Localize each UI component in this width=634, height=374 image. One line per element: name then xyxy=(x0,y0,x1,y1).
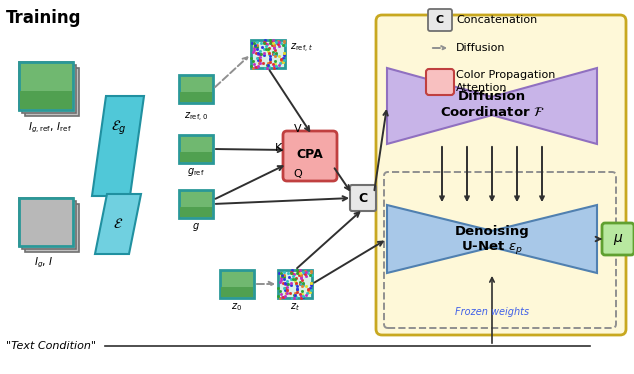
Text: $\mathcal{E}$: $\mathcal{E}$ xyxy=(113,217,123,231)
FancyBboxPatch shape xyxy=(221,286,253,297)
Text: "Text Condition": "Text Condition" xyxy=(6,341,96,351)
FancyBboxPatch shape xyxy=(278,270,312,298)
Text: Diffusion: Diffusion xyxy=(456,43,505,53)
FancyBboxPatch shape xyxy=(180,206,212,217)
FancyBboxPatch shape xyxy=(180,92,212,102)
FancyBboxPatch shape xyxy=(180,151,212,162)
Text: $I_{g,\mathrm{ref}},\,I_{\mathrm{ref}}$: $I_{g,\mathrm{ref}},\,I_{\mathrm{ref}}$ xyxy=(28,121,72,135)
Polygon shape xyxy=(92,96,144,196)
FancyBboxPatch shape xyxy=(19,62,73,110)
FancyBboxPatch shape xyxy=(25,68,79,116)
FancyBboxPatch shape xyxy=(179,135,213,163)
FancyBboxPatch shape xyxy=(179,75,213,103)
Text: $z_0$: $z_0$ xyxy=(231,301,243,313)
Text: C: C xyxy=(436,15,444,25)
FancyBboxPatch shape xyxy=(19,198,73,246)
Text: Coordinator $\mathcal{F}$: Coordinator $\mathcal{F}$ xyxy=(439,105,545,119)
FancyBboxPatch shape xyxy=(426,69,454,95)
FancyBboxPatch shape xyxy=(220,270,254,298)
FancyBboxPatch shape xyxy=(350,185,376,211)
Text: $I_g,\,I$: $I_g,\,I$ xyxy=(34,256,54,270)
Text: K: K xyxy=(275,143,281,153)
Text: Frozen weights: Frozen weights xyxy=(455,307,529,317)
Text: U-Net $\epsilon_p$: U-Net $\epsilon_p$ xyxy=(461,239,523,255)
Text: Concatenation: Concatenation xyxy=(456,15,537,25)
FancyBboxPatch shape xyxy=(19,62,73,110)
Text: Diffusion: Diffusion xyxy=(458,89,526,102)
Text: Training: Training xyxy=(6,9,82,27)
Polygon shape xyxy=(387,68,597,144)
Text: $g$: $g$ xyxy=(192,221,200,233)
Text: Attention: Attention xyxy=(456,83,507,93)
Text: $\mu$: $\mu$ xyxy=(613,232,623,246)
FancyBboxPatch shape xyxy=(251,40,285,68)
Text: CPA: CPA xyxy=(297,147,323,160)
FancyBboxPatch shape xyxy=(20,91,72,109)
FancyBboxPatch shape xyxy=(22,65,76,113)
Polygon shape xyxy=(387,205,597,273)
FancyBboxPatch shape xyxy=(283,131,337,181)
Text: Color Propagation: Color Propagation xyxy=(456,70,555,80)
Text: C: C xyxy=(358,191,368,205)
FancyBboxPatch shape xyxy=(428,9,452,31)
Text: $z_{\mathrm{ref},0}$: $z_{\mathrm{ref},0}$ xyxy=(184,111,208,124)
FancyBboxPatch shape xyxy=(25,204,79,252)
FancyBboxPatch shape xyxy=(376,15,626,335)
FancyBboxPatch shape xyxy=(19,198,73,246)
Text: Denoising: Denoising xyxy=(455,224,529,237)
Text: $z_{\mathrm{ref},t}$: $z_{\mathrm{ref},t}$ xyxy=(290,42,313,55)
Text: $z_t$: $z_t$ xyxy=(290,301,300,313)
Polygon shape xyxy=(95,194,141,254)
Text: V: V xyxy=(294,124,302,134)
FancyBboxPatch shape xyxy=(602,223,634,255)
Text: Q: Q xyxy=(294,169,302,179)
FancyBboxPatch shape xyxy=(22,201,76,249)
FancyBboxPatch shape xyxy=(179,190,213,218)
Text: $\mathcal{E}_g$: $\mathcal{E}_g$ xyxy=(111,119,127,137)
Text: $g_{\mathrm{ref}}$: $g_{\mathrm{ref}}$ xyxy=(187,166,205,178)
